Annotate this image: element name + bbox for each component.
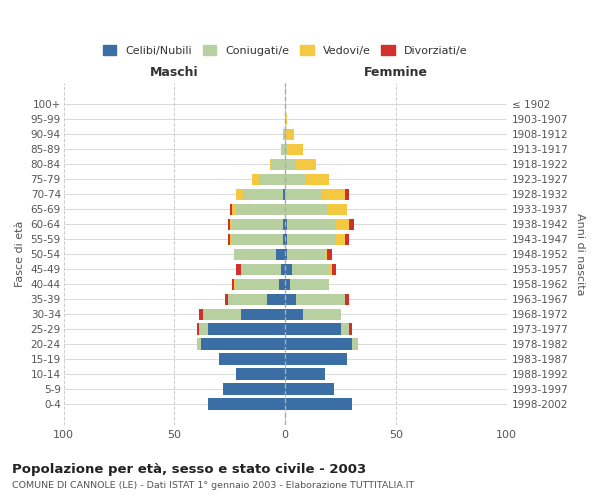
Bar [276,248,285,260]
Bar [272,159,285,170]
Bar [208,398,285,409]
Y-axis label: Fasce di età: Fasce di età [15,221,25,288]
Bar [341,324,349,334]
Bar [285,234,287,245]
Bar [292,264,329,275]
Bar [285,308,303,320]
Bar [230,218,232,230]
Bar [227,294,268,305]
Text: Femmine: Femmine [364,66,428,79]
Bar [285,264,292,275]
Bar [285,218,287,230]
Bar [269,159,272,170]
Bar [285,174,305,185]
Bar [287,218,336,230]
Bar [296,159,316,170]
Bar [285,204,327,215]
Bar [226,294,227,305]
Bar [285,114,287,125]
Bar [197,324,199,334]
Bar [223,384,285,394]
Bar [230,234,232,245]
Bar [236,204,285,215]
Bar [208,324,285,334]
Bar [285,278,290,290]
Bar [232,218,283,230]
Bar [345,234,349,245]
Bar [285,338,352,349]
Bar [349,324,352,334]
Bar [285,384,334,394]
Bar [352,338,358,349]
Bar [327,248,332,260]
Bar [285,368,325,380]
Bar [203,308,241,320]
Bar [329,264,332,275]
Bar [283,188,285,200]
Bar [227,234,230,245]
Bar [252,174,259,185]
Bar [241,308,285,320]
Bar [283,218,285,230]
Bar [345,294,349,305]
Bar [336,234,345,245]
Bar [236,188,243,200]
Bar [218,354,285,364]
Bar [345,188,349,200]
Bar [336,218,349,230]
Bar [325,248,327,260]
Bar [303,308,341,320]
Bar [285,294,296,305]
Bar [281,144,285,155]
Bar [283,234,285,245]
Bar [236,368,285,380]
Text: COMUNE DI CANNOLE (LE) - Dati ISTAT 1° gennaio 2003 - Elaborazione TUTTITALIA.IT: COMUNE DI CANNOLE (LE) - Dati ISTAT 1° g… [12,481,414,490]
Bar [285,248,287,260]
Bar [287,144,303,155]
Bar [305,174,329,185]
Bar [243,188,283,200]
Bar [234,248,276,260]
Bar [232,278,234,290]
Bar [283,129,285,140]
Bar [285,188,320,200]
Bar [285,159,296,170]
Bar [285,354,347,364]
Text: Maschi: Maschi [150,66,199,79]
Bar [285,144,287,155]
Bar [281,264,285,275]
Text: Popolazione per età, sesso e stato civile - 2003: Popolazione per età, sesso e stato civil… [12,462,366,475]
Bar [199,308,203,320]
Bar [241,264,281,275]
Bar [285,324,341,334]
Bar [285,129,294,140]
Bar [320,188,345,200]
Bar [287,248,325,260]
Bar [285,398,352,409]
Bar [327,204,347,215]
Legend: Celibi/Nubili, Coniugati/e, Vedovi/e, Divorziati/e: Celibi/Nubili, Coniugati/e, Vedovi/e, Di… [98,41,472,60]
Bar [227,218,230,230]
Bar [201,338,285,349]
Bar [349,218,354,230]
Bar [199,324,208,334]
Bar [197,338,201,349]
Bar [230,204,232,215]
Bar [232,204,236,215]
Bar [287,234,336,245]
Bar [332,264,336,275]
Bar [268,294,285,305]
Bar [234,278,236,290]
Bar [278,278,285,290]
Bar [296,294,345,305]
Bar [236,278,278,290]
Bar [232,234,283,245]
Bar [236,264,241,275]
Bar [290,278,329,290]
Y-axis label: Anni di nascita: Anni di nascita [575,213,585,296]
Bar [259,174,285,185]
